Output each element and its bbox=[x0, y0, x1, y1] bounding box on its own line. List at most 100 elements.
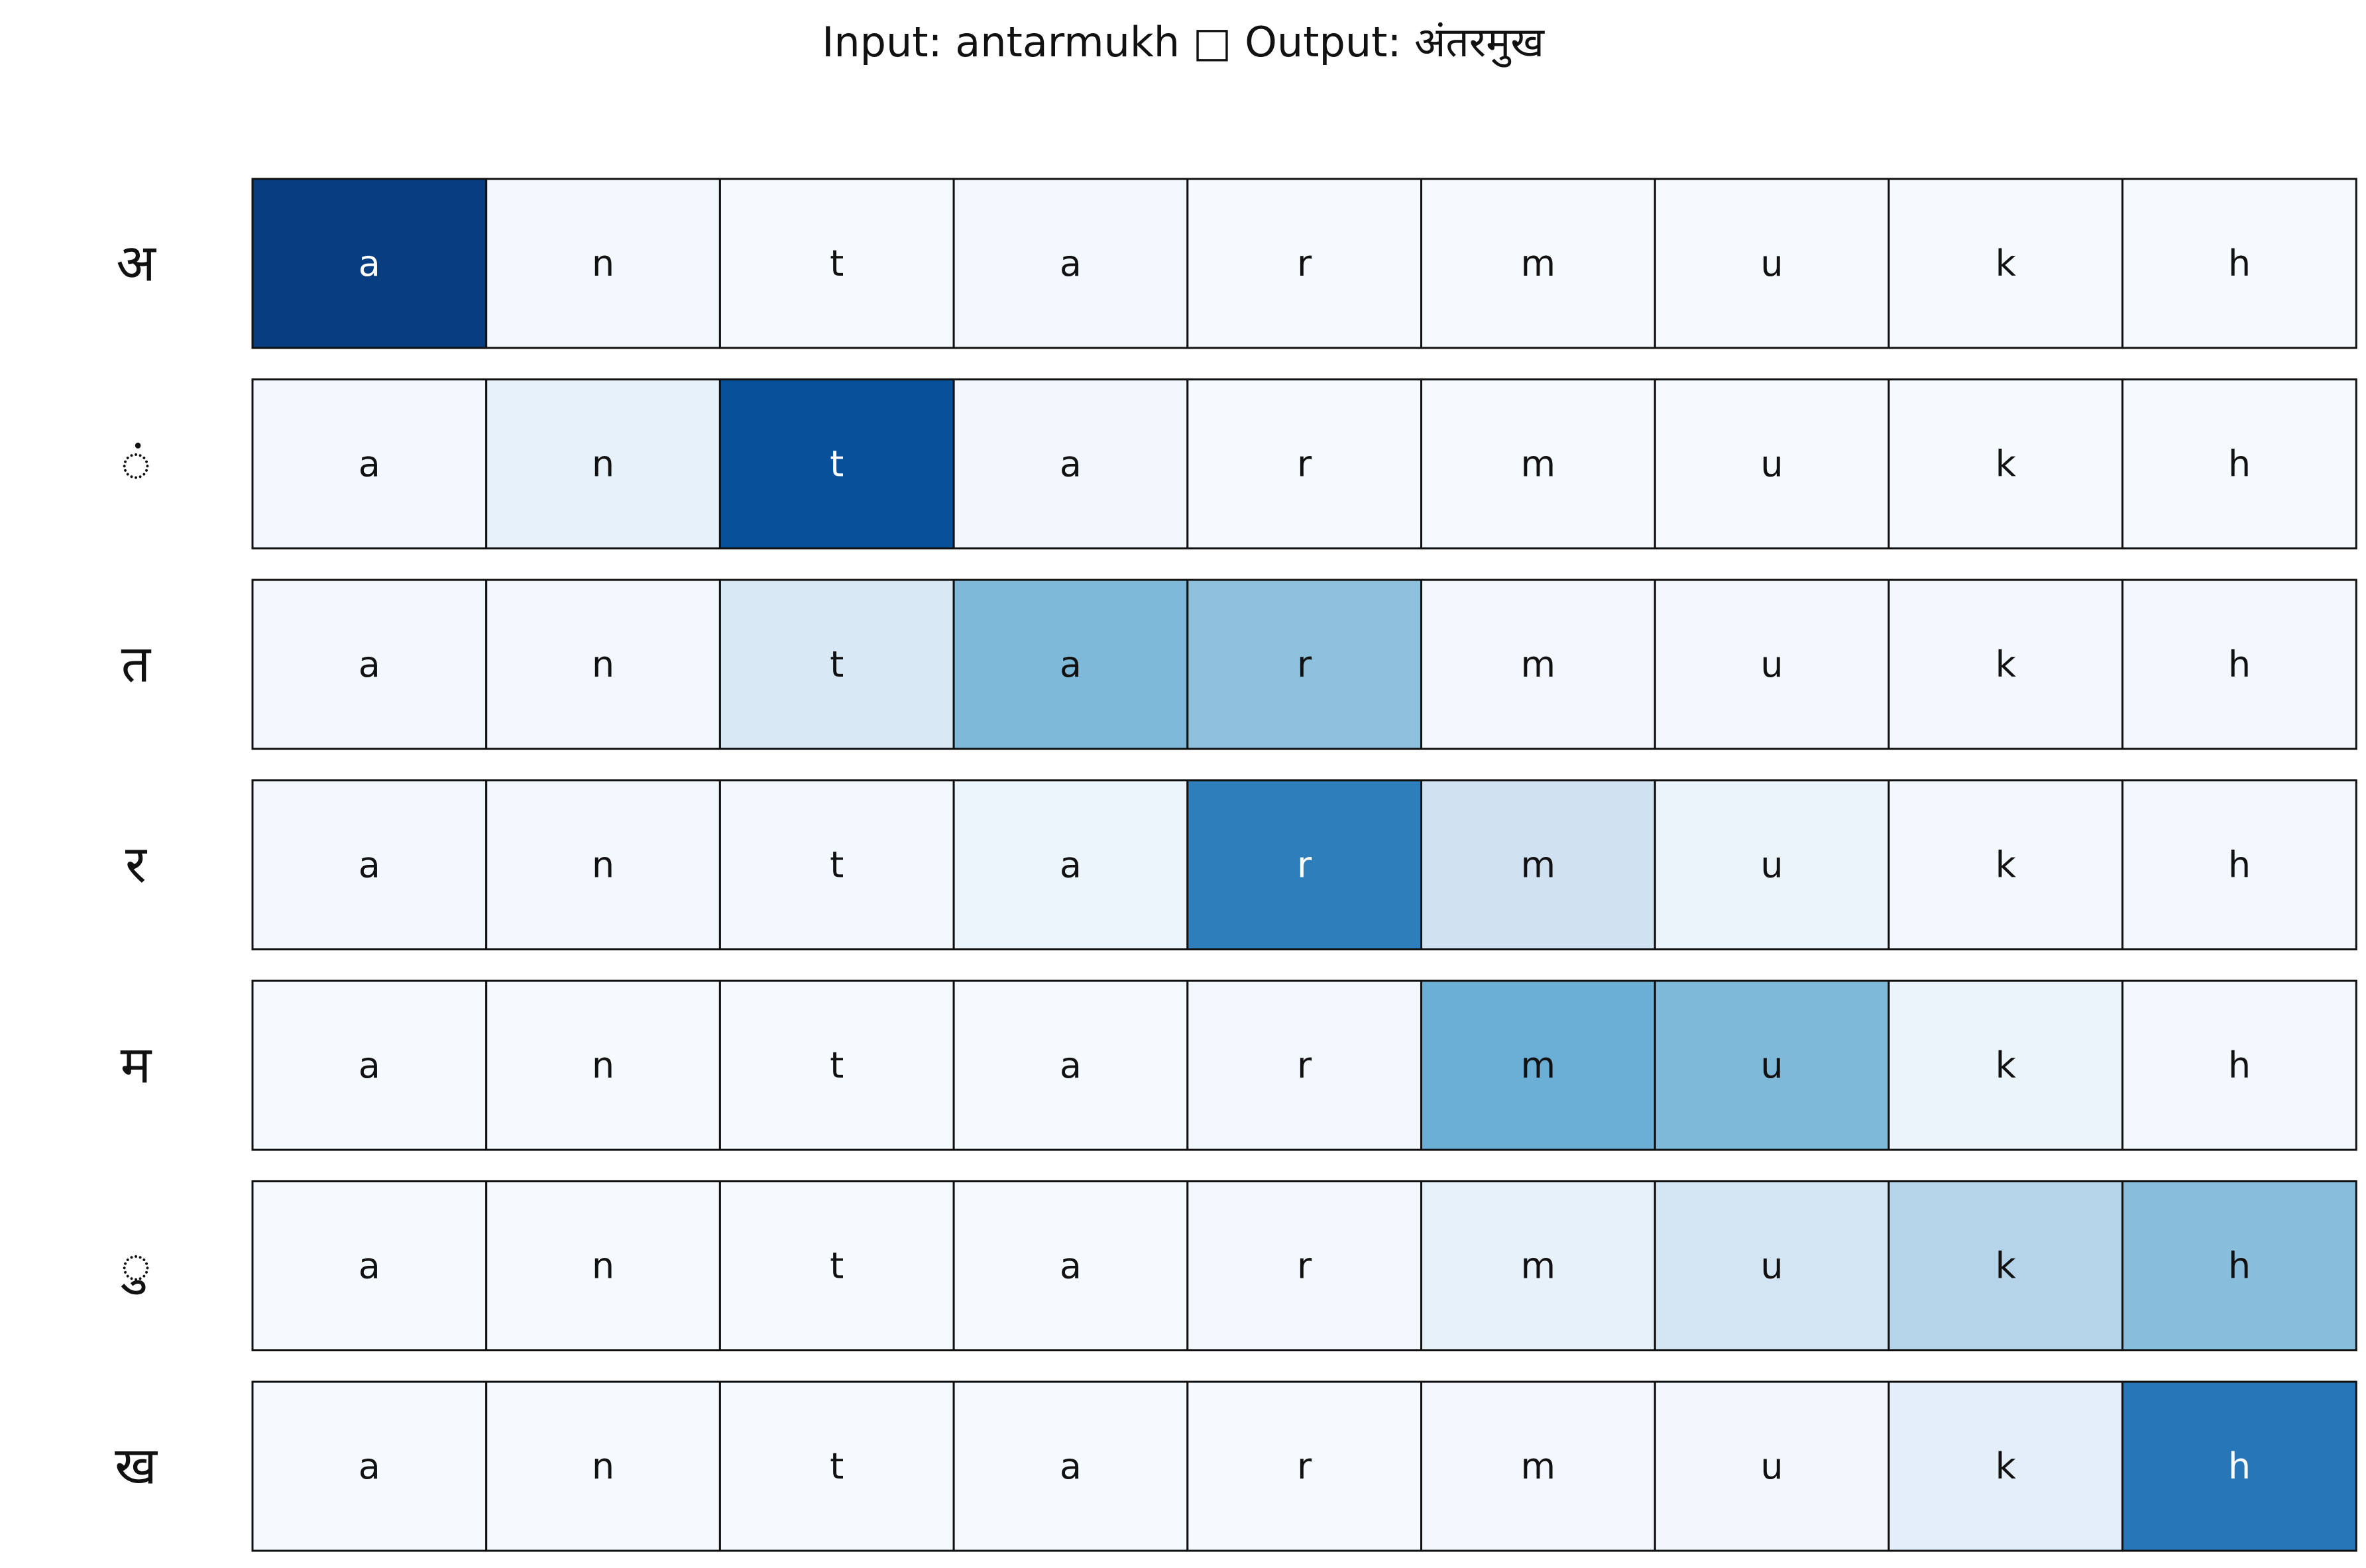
input-char-label: a bbox=[1060, 1445, 1082, 1487]
heatmap-cell bbox=[1186, 178, 1423, 349]
input-char-label: u bbox=[1760, 1445, 1783, 1487]
heatmap-cell bbox=[1654, 1180, 1890, 1351]
heatmap-cell bbox=[1654, 1380, 1890, 1552]
input-char-label: r bbox=[1297, 243, 1312, 284]
heatmap-cell bbox=[1887, 1380, 2124, 1552]
input-char-label: m bbox=[1521, 1445, 1556, 1487]
input-char-label: k bbox=[1996, 243, 2017, 284]
input-char-label: h bbox=[2228, 443, 2251, 485]
heatmap-cell bbox=[1420, 378, 1656, 549]
input-char-label: r bbox=[1297, 1245, 1312, 1287]
heatmap-cell bbox=[251, 980, 488, 1151]
heatmap-cell bbox=[485, 980, 721, 1151]
input-char-label: a bbox=[1060, 644, 1082, 685]
output-char-label: र bbox=[125, 835, 148, 895]
heatmap-cell bbox=[1654, 779, 1890, 950]
heatmap-cell bbox=[718, 378, 955, 549]
heatmap-cell bbox=[1887, 1180, 2124, 1351]
input-char-label: m bbox=[1521, 443, 1556, 485]
input-char-label: u bbox=[1760, 1044, 1783, 1086]
heatmap-cell bbox=[952, 1180, 1189, 1351]
input-char-label: n bbox=[592, 243, 614, 284]
input-char-label: t bbox=[830, 1245, 844, 1287]
heatmap-cell bbox=[2121, 1180, 2357, 1351]
input-char-label: m bbox=[1521, 844, 1556, 886]
input-char-label: a bbox=[359, 1445, 380, 1487]
input-char-label: h bbox=[2228, 844, 2251, 886]
input-char-label: n bbox=[592, 1245, 614, 1287]
heatmap-cell bbox=[1887, 779, 2124, 950]
heatmap-cell bbox=[1186, 1180, 1423, 1351]
input-char-label: h bbox=[2228, 644, 2251, 685]
input-char-label: n bbox=[592, 1044, 614, 1086]
input-char-label: r bbox=[1297, 443, 1312, 485]
output-char-label: त bbox=[121, 635, 152, 695]
input-char-label: a bbox=[359, 1044, 380, 1086]
input-char-label: h bbox=[2228, 243, 2251, 284]
heatmap-cell bbox=[952, 378, 1189, 549]
heatmap-cell bbox=[485, 178, 721, 349]
input-char-label: a bbox=[359, 243, 380, 284]
heatmap-cell bbox=[1887, 980, 2124, 1151]
input-char-label: t bbox=[830, 443, 844, 485]
input-char-label: a bbox=[1060, 1245, 1082, 1287]
input-char-label: u bbox=[1760, 443, 1783, 485]
heatmap-cell bbox=[251, 1380, 488, 1552]
heatmap-cell bbox=[485, 1380, 721, 1552]
input-char-label: k bbox=[1996, 1445, 2017, 1487]
input-char-label: a bbox=[1060, 844, 1082, 886]
heatmap-cell bbox=[2121, 378, 2357, 549]
heatmap-cell bbox=[952, 579, 1189, 750]
input-char-label: h bbox=[2228, 1445, 2251, 1487]
input-char-label: a bbox=[359, 644, 380, 685]
input-char-label: a bbox=[359, 844, 380, 886]
input-char-label: u bbox=[1760, 844, 1783, 886]
output-char-label: अ bbox=[116, 234, 156, 294]
heatmap-cell bbox=[251, 178, 488, 349]
heatmap-cell bbox=[1420, 178, 1656, 349]
heatmap-cell bbox=[1420, 579, 1656, 750]
input-char-label: k bbox=[1996, 443, 2017, 485]
input-char-label: t bbox=[830, 1445, 844, 1487]
input-char-label: r bbox=[1297, 844, 1312, 886]
input-char-label: t bbox=[830, 1044, 844, 1086]
input-char-label: u bbox=[1760, 644, 1783, 685]
heatmap-cell bbox=[1654, 579, 1890, 750]
input-char-label: n bbox=[592, 844, 614, 886]
heatmap-cell bbox=[718, 1380, 955, 1552]
heatmap-cell bbox=[1420, 980, 1656, 1151]
heatmap-cell bbox=[251, 579, 488, 750]
input-char-label: h bbox=[2228, 1245, 2251, 1287]
heatmap-cell bbox=[1186, 579, 1423, 750]
input-char-label: a bbox=[1060, 443, 1082, 485]
heatmap-cell bbox=[1654, 378, 1890, 549]
heatmap-cell bbox=[1420, 1180, 1656, 1351]
heatmap-cell bbox=[718, 178, 955, 349]
heatmap-cell bbox=[718, 980, 955, 1151]
heatmap-cell bbox=[2121, 779, 2357, 950]
heatmap-cell bbox=[952, 1380, 1189, 1552]
heatmap-cell bbox=[2121, 1380, 2357, 1552]
heatmap-cell bbox=[1186, 1380, 1423, 1552]
input-char-label: a bbox=[359, 443, 380, 485]
input-char-label: u bbox=[1760, 243, 1783, 284]
input-char-label: t bbox=[830, 844, 844, 886]
output-char-label: ु bbox=[121, 1236, 151, 1296]
input-char-label: k bbox=[1996, 844, 2017, 886]
chart-title: Input: antarmukh □ Output: अंतरमुख bbox=[822, 18, 1544, 66]
input-char-label: k bbox=[1996, 644, 2017, 685]
input-char-label: m bbox=[1521, 243, 1556, 284]
heatmap-cell bbox=[251, 378, 488, 549]
heatmap-cell bbox=[2121, 579, 2357, 750]
input-char-label: m bbox=[1521, 644, 1556, 685]
heatmap-cell bbox=[1420, 1380, 1656, 1552]
input-char-label: n bbox=[592, 443, 614, 485]
heatmap-cell bbox=[952, 779, 1189, 950]
input-char-label: h bbox=[2228, 1044, 2251, 1086]
heatmap-cell bbox=[718, 779, 955, 950]
input-char-label: n bbox=[592, 644, 614, 685]
heatmap-cell bbox=[485, 579, 721, 750]
input-char-label: a bbox=[359, 1245, 380, 1287]
input-char-label: r bbox=[1297, 1044, 1312, 1086]
